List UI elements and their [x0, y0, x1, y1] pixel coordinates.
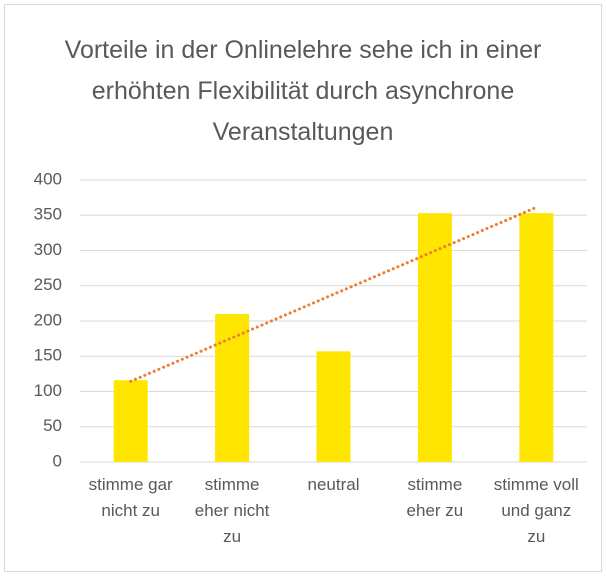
x-tick-label: stimme voll und ganz zu: [493, 475, 579, 546]
x-tick-label: neutral: [307, 475, 360, 494]
x-tick-label: stimme eher zu: [406, 475, 464, 520]
bar: [417, 213, 452, 462]
trendline: [129, 205, 538, 383]
y-tick-label: 400: [34, 169, 62, 188]
y-tick-label: 200: [34, 310, 62, 329]
y-tick-label: 300: [34, 240, 62, 259]
x-tick-label: stimme gar nicht zu: [88, 475, 173, 520]
y-tick-label: 50: [43, 416, 62, 435]
y-tick-label: 350: [34, 205, 62, 224]
bar: [519, 213, 554, 462]
chart-border: [4, 4, 602, 572]
bar: [316, 351, 351, 462]
y-tick-label: 250: [34, 275, 62, 294]
bar: [215, 313, 250, 462]
y-tick-label: 0: [53, 451, 62, 470]
bar: [113, 380, 148, 462]
chart-title: Vorteile in der Onlinelehre sehe ich in …: [64, 36, 542, 146]
y-tick-label: 100: [34, 381, 62, 400]
x-tick-label: stimme eher nicht zu: [194, 475, 270, 546]
y-tick-label: 150: [34, 346, 62, 365]
